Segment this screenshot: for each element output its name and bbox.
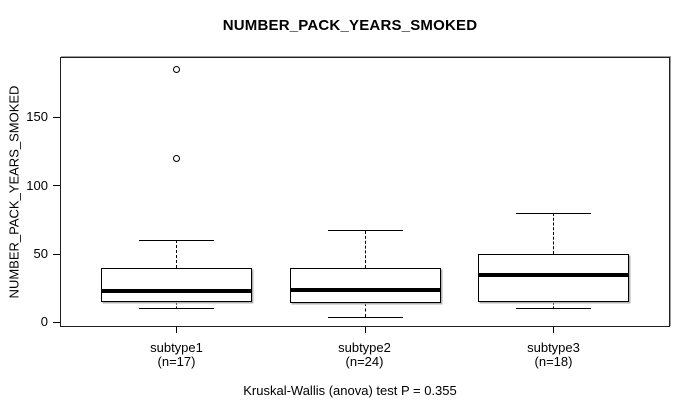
iqr-box-subtype1	[101, 267, 252, 302]
stat-test-caption: Kruskal-Wallis (anova) test P = 0.355	[243, 383, 457, 398]
lower-whisker-line-subtype2	[364, 303, 366, 317]
outlier-point-subtype1	[173, 154, 180, 162]
upper-whisker-line-subtype3	[553, 213, 554, 255]
group-label: subtype2	[338, 340, 391, 355]
x-axis-label-subtype2: subtype2 (n=24)	[284, 341, 445, 369]
group-count: (n=18)	[534, 354, 573, 369]
lower-whisker-cap-subtype3	[516, 308, 591, 310]
y-axis-tick	[53, 321, 60, 323]
y-axis-tick-label: 50	[33, 246, 48, 262]
x-axis-label-subtype1: subtype1 (n=17)	[96, 341, 257, 369]
iqr-box-subtype3	[478, 254, 629, 302]
median-line-subtype3	[478, 272, 629, 277]
y-axis-tick	[53, 116, 60, 118]
x-axis-tick	[553, 327, 554, 333]
upper-whisker-line-subtype1	[176, 240, 177, 268]
group-label: subtype3	[527, 340, 580, 355]
x-axis-tick	[364, 327, 366, 333]
upper-whisker-cap-subtype1	[139, 239, 214, 241]
group-count: (n=17)	[157, 354, 196, 369]
upper-whisker-cap-subtype2	[327, 230, 403, 232]
upper-whisker-line-subtype2	[364, 230, 366, 268]
upper-whisker-cap-subtype3	[516, 212, 591, 214]
group-count: (n=24)	[345, 354, 384, 369]
median-line-subtype2	[289, 287, 441, 292]
lower-whisker-cap-subtype1	[139, 308, 214, 310]
lower-whisker-line-subtype3	[553, 301, 554, 309]
group-label: subtype1	[150, 340, 203, 355]
y-axis-tick-label: 150	[26, 109, 48, 125]
x-axis-label-subtype3: subtype3 (n=18)	[473, 341, 634, 369]
x-axis-tick	[176, 327, 177, 333]
chart-title: NUMBER_PACK_YEARS_SMOKED	[222, 17, 478, 34]
y-axis-tick-label: 0	[40, 314, 48, 330]
lower-whisker-cap-subtype2	[327, 316, 403, 318]
y-axis-tick	[53, 253, 60, 255]
y-axis-tick	[53, 185, 60, 187]
iqr-box-subtype2	[289, 267, 441, 304]
lower-whisker-line-subtype1	[176, 301, 177, 309]
y-axis-tick-label: 100	[26, 177, 48, 193]
outlier-point-subtype1	[173, 65, 180, 73]
median-line-subtype1	[101, 289, 252, 293]
